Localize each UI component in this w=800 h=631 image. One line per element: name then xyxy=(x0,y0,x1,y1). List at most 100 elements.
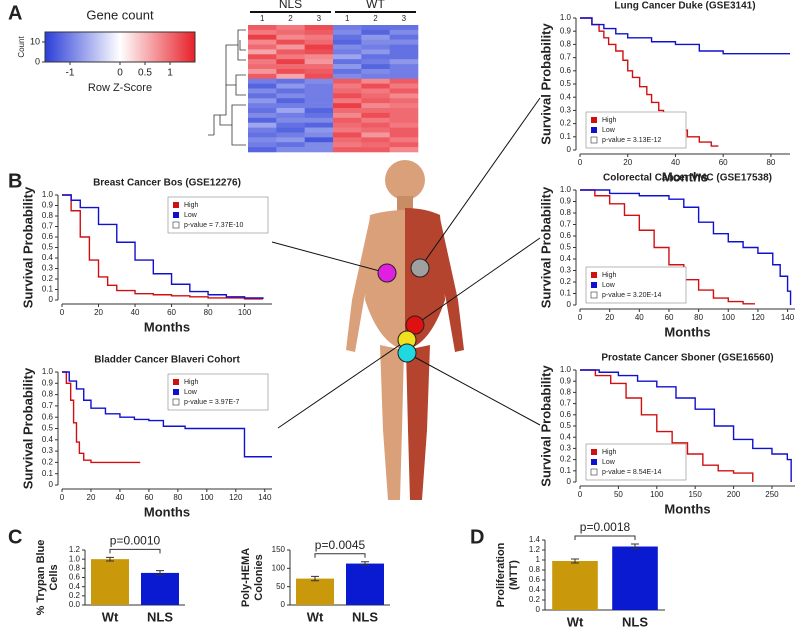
x-tick-label: -1 xyxy=(66,68,75,79)
heatmap-cell xyxy=(333,34,362,40)
heatmap-cell xyxy=(248,29,277,36)
y-tick-label: 1.0 xyxy=(42,190,54,199)
y-tick-label: 0.9 xyxy=(560,376,572,385)
y-tick-label: 0.8 xyxy=(42,390,54,399)
heatmap-cell xyxy=(361,25,390,31)
column-label: 2 xyxy=(373,14,378,23)
heatmap-cell xyxy=(361,137,390,143)
heatmap-cell xyxy=(361,108,390,114)
y-tick-label: 0 xyxy=(536,605,541,614)
y-tick-label: 0.4 xyxy=(529,585,541,594)
column-label: 3 xyxy=(317,14,322,23)
y-tick-label: 0.2 xyxy=(529,595,541,604)
legend-swatch xyxy=(173,389,179,395)
legend-swatch xyxy=(591,117,597,123)
legend-label: High xyxy=(184,202,199,209)
heatmap-cell xyxy=(248,59,277,65)
heatmap-cell xyxy=(248,39,277,45)
heatmap-cell xyxy=(389,88,419,94)
heatmap-cell xyxy=(304,39,334,45)
heatmap-cell xyxy=(248,98,277,104)
heatmap-cell xyxy=(389,132,419,138)
y-tick-label: 0.7 xyxy=(560,53,572,62)
heatmap-cell xyxy=(248,88,277,94)
heatmap-cell xyxy=(389,44,419,50)
y-tick-label: 10 xyxy=(30,36,40,46)
heatmap-cell xyxy=(389,49,419,55)
bar xyxy=(612,546,658,610)
heatmap-cell xyxy=(389,34,419,40)
heatmap-cell xyxy=(248,49,277,55)
chart-title: Breast Cancer Bos (GSE12276) xyxy=(93,178,241,189)
x-tick-label: 0 xyxy=(578,158,583,167)
p-value: p-value = 8.54E-14 xyxy=(602,469,661,476)
heatmap-cell xyxy=(333,39,362,45)
y-tick-label: 0.8 xyxy=(42,211,54,220)
heatmap-cell xyxy=(389,142,419,148)
heatmap-cell xyxy=(276,147,305,153)
x-tick-label: 0 xyxy=(117,68,123,79)
y-tick-label: 0 xyxy=(49,480,54,489)
x-tick-label: 20 xyxy=(87,493,96,502)
heatmap-cell xyxy=(333,88,362,94)
y-tick-label: 0 xyxy=(49,295,54,304)
heatmap-cell xyxy=(304,83,334,89)
x-tick-label: NLS xyxy=(622,614,648,629)
heatmap-cell xyxy=(389,98,419,104)
x-tick-label: 140 xyxy=(258,493,272,502)
survival-curve xyxy=(580,189,792,305)
heatmap-cell xyxy=(304,108,334,114)
heatmap-cell xyxy=(248,103,277,109)
y-tick-label: 0.9 xyxy=(560,26,572,35)
legend-swatch xyxy=(173,202,179,208)
y-tick-label: 1.2 xyxy=(69,545,81,554)
x-tick-label: NLS xyxy=(352,609,378,624)
y-axis-label: (MTT) xyxy=(508,560,520,590)
survival-curve xyxy=(580,369,792,482)
x-tick-label: 120 xyxy=(229,493,243,502)
x-tick-label: 60 xyxy=(719,158,728,167)
heatmap-cell xyxy=(248,117,277,123)
x-tick-label: 20 xyxy=(623,158,632,167)
heatmap-cell xyxy=(304,29,334,36)
heatmap-cell xyxy=(361,49,390,55)
y-tick-label: 0.0 xyxy=(69,600,81,609)
column-label: 1 xyxy=(260,14,265,23)
heatmap-cell xyxy=(333,122,362,128)
heatmap-cell xyxy=(276,98,305,104)
heatmap-cell xyxy=(333,78,362,84)
legend-label: High xyxy=(602,117,617,124)
p-value: p-value = 3.97E-7 xyxy=(184,399,240,406)
x-tick-label: 40 xyxy=(115,493,124,502)
heatmap-cell xyxy=(276,132,305,138)
heatmap-cell xyxy=(248,73,277,80)
heatmap-cell xyxy=(361,39,390,45)
chart-title: Colorectal Cancer VMC (GSE17538) xyxy=(603,173,772,184)
y-axis-label: % Trypan Blue xyxy=(35,540,47,616)
heatmap-cell xyxy=(248,83,277,89)
heatmap-cell xyxy=(304,73,334,80)
heatmap-cell xyxy=(333,98,362,104)
error-bar xyxy=(311,575,319,582)
column-label: 2 xyxy=(288,14,293,23)
x-tick-label: 0.5 xyxy=(138,68,152,79)
y-tick-label: 0.5 xyxy=(560,243,572,252)
heatmap-cell xyxy=(276,122,305,128)
x-axis-label: Months xyxy=(144,319,190,334)
heatmap-cell xyxy=(389,93,419,99)
heatmap-cell xyxy=(389,108,419,114)
y-tick-label: 0.3 xyxy=(42,446,54,455)
heatmap-cell xyxy=(389,25,419,31)
survival-curve xyxy=(62,194,264,299)
heatmap-cell xyxy=(248,142,277,148)
heatmap-cell xyxy=(361,78,390,84)
legend-swatch xyxy=(172,221,180,229)
body-figure xyxy=(346,160,464,500)
heatmap-cell xyxy=(276,137,305,143)
x-tick-label: Wt xyxy=(567,614,584,629)
heatmap-cell xyxy=(304,88,334,94)
heatmap-cell xyxy=(389,122,419,128)
y-axis-label: Proliferation xyxy=(495,542,507,607)
significance-bracket xyxy=(574,535,636,540)
heatmap-cell xyxy=(248,44,277,50)
